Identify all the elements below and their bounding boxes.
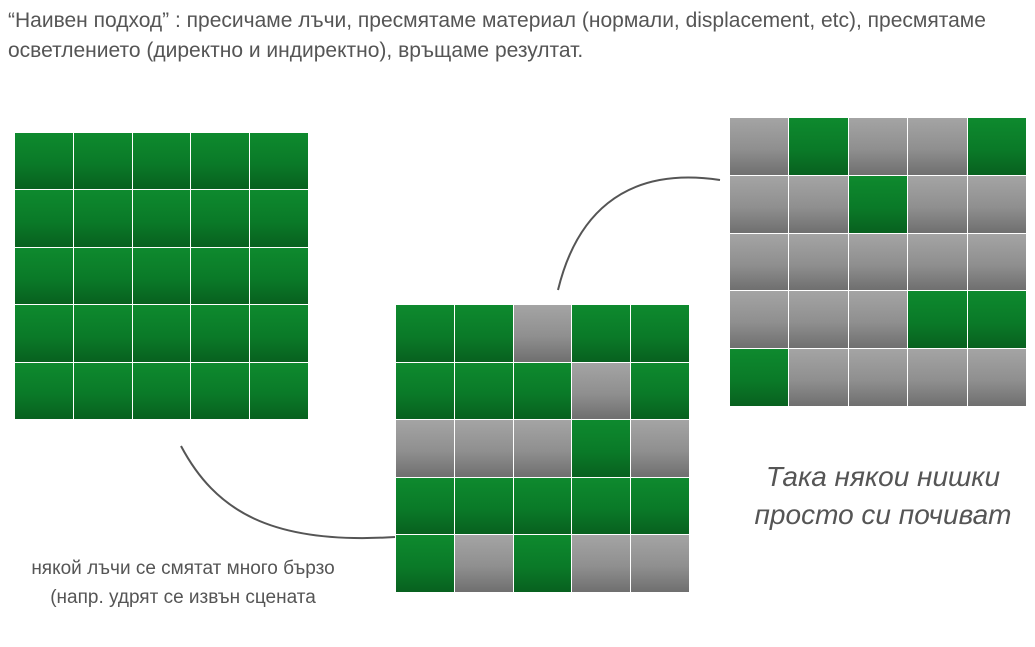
caption-idle-threads: Така някои нишки просто си почиват <box>754 461 1012 530</box>
idle-thread-cell <box>789 291 849 350</box>
idle-thread-cell <box>789 349 849 407</box>
active-thread-cell <box>15 190 74 248</box>
connector-grid1-to-grid2 <box>180 445 396 540</box>
idle-thread-cell <box>848 118 909 176</box>
active-thread-cell <box>15 247 74 306</box>
idle-thread-cell <box>572 362 632 421</box>
idle-thread-cell <box>513 305 573 363</box>
active-thread-cell <box>132 247 192 306</box>
active-thread-cell <box>631 477 690 536</box>
active-thread-cell <box>191 362 251 420</box>
active-thread-cell <box>250 362 309 420</box>
heading-text: “Наивен подход” : пресичаме лъчи, пресмя… <box>8 9 986 62</box>
active-thread-cell <box>15 362 74 420</box>
active-thread-cell <box>631 362 690 421</box>
active-thread-cell <box>396 477 455 536</box>
active-thread-cell <box>191 247 251 306</box>
active-thread-cell <box>572 305 632 363</box>
caption-fast-rays: някой лъчи се смятат много бързо (напр. … <box>31 558 335 608</box>
idle-thread-cell <box>513 420 573 478</box>
active-thread-cell <box>908 291 968 350</box>
idle-thread-cell <box>848 291 909 350</box>
active-thread-cell <box>848 175 909 234</box>
active-thread-cell <box>15 133 74 191</box>
idle-thread-cell <box>730 233 790 292</box>
idle-thread-cell <box>848 349 909 407</box>
active-thread-cell <box>132 305 192 363</box>
idle-thread-cell <box>454 535 514 593</box>
thread-grid-all-active <box>15 133 309 420</box>
idle-thread-cell <box>908 349 968 407</box>
idle-thread-cell <box>908 175 968 234</box>
active-thread-cell <box>191 305 251 363</box>
thread-grid-partially-active <box>396 305 690 593</box>
idle-thread-cell <box>848 233 909 292</box>
active-thread-cell <box>132 133 192 191</box>
active-thread-cell <box>396 535 455 593</box>
active-thread-cell <box>454 362 514 421</box>
idle-thread-cell <box>572 535 632 593</box>
idle-thread-cell <box>967 175 1027 234</box>
idle-thread-cell <box>730 175 790 234</box>
active-thread-cell <box>572 420 632 478</box>
active-thread-cell <box>191 133 251 191</box>
active-thread-cell <box>631 305 690 363</box>
active-thread-cell <box>250 247 309 306</box>
active-thread-cell <box>250 305 309 363</box>
idle-thread-cell <box>730 291 790 350</box>
idle-thread-cell <box>908 118 968 176</box>
active-thread-cell <box>967 118 1027 176</box>
active-thread-cell <box>513 535 573 593</box>
idle-thread-cell <box>789 175 849 234</box>
active-thread-cell <box>789 118 849 176</box>
idle-thread-cell <box>631 535 690 593</box>
active-thread-cell <box>73 190 133 248</box>
active-thread-cell <box>250 190 309 248</box>
idle-thread-cell <box>967 233 1027 292</box>
connector-grid2-to-grid3 <box>557 176 721 291</box>
active-thread-cell <box>572 477 632 536</box>
idle-thread-cell <box>396 420 455 478</box>
active-thread-cell <box>73 362 133 420</box>
active-thread-cell <box>73 305 133 363</box>
idle-thread-cell <box>908 233 968 292</box>
active-thread-cell <box>513 362 573 421</box>
idle-thread-cell <box>789 233 849 292</box>
active-thread-cell <box>967 291 1027 350</box>
idle-thread-cell <box>454 420 514 478</box>
active-thread-cell <box>15 305 74 363</box>
active-thread-cell <box>454 305 514 363</box>
thread-grid-mostly-idle <box>730 118 1027 407</box>
active-thread-cell <box>73 247 133 306</box>
idle-thread-cell <box>967 349 1027 407</box>
idle-thread-cell <box>730 118 790 176</box>
active-thread-cell <box>730 349 790 407</box>
active-thread-cell <box>396 362 455 421</box>
active-thread-cell <box>513 477 573 536</box>
idle-thread-cell <box>631 420 690 478</box>
active-thread-cell <box>396 305 455 363</box>
active-thread-cell <box>454 477 514 536</box>
active-thread-cell <box>132 362 192 420</box>
active-thread-cell <box>250 133 309 191</box>
active-thread-cell <box>132 190 192 248</box>
active-thread-cell <box>73 133 133 191</box>
active-thread-cell <box>191 190 251 248</box>
